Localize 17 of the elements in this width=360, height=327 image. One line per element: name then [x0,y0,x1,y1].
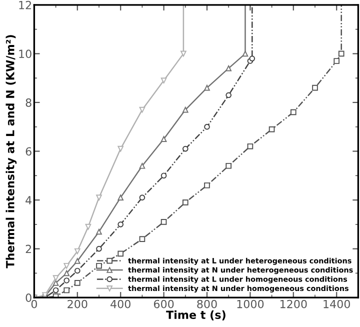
y-axis-title: Thermal intensity at L and N (KW/m²) [6,35,17,268]
y-tick-label: 8 [26,98,32,107]
x-tick-label: 1200 [280,300,307,308]
x-tick-label: 400 [110,300,130,308]
y-tick-label: 2 [26,244,32,254]
x-tick-label: 800 [197,300,217,308]
y-tick-label: 6 [26,147,32,156]
x-tick-label: 0 [31,300,37,308]
x-tick-label: 600 [154,300,174,308]
x-tick-label: 1400 [324,300,350,308]
x-axis-title: Time t (s) [166,310,226,320]
y-tick-label: 0 [26,294,32,302]
y-tick-label: 10 [19,50,32,58]
y-tick-label: 4 [26,196,32,204]
y-tick-label: 12 [19,0,32,10]
x-tick-label: 200 [68,300,88,308]
x-tick-label: 1000 [237,300,264,308]
